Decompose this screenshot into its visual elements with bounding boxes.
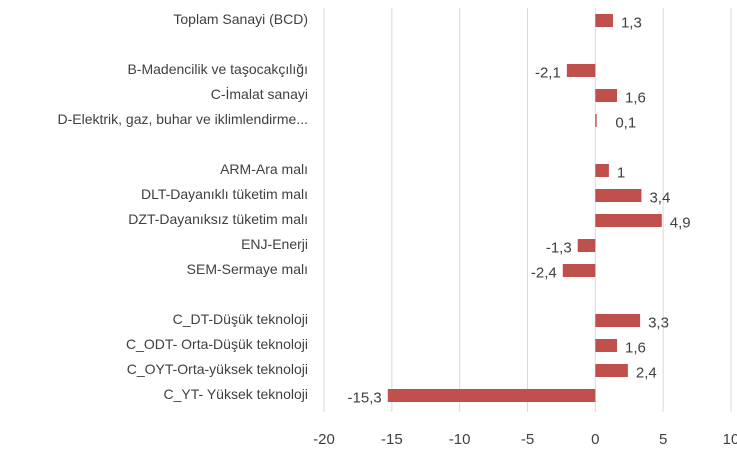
y-tick-label: C_DT-Düşük teknoloji	[173, 311, 308, 327]
x-tick-label: -20	[313, 431, 335, 448]
y-tick-label: ARM-Ara malı	[220, 161, 308, 177]
y-tick-label: C_YT- Yüksek teknoloji	[164, 386, 308, 402]
bar	[595, 214, 662, 227]
bar	[595, 14, 613, 27]
data-label: 1	[617, 164, 625, 181]
data-label: 0,1	[615, 114, 636, 131]
data-label: 4,9	[670, 214, 691, 231]
data-label: -2,1	[535, 64, 561, 81]
bar	[595, 189, 642, 202]
data-label: -2,4	[531, 264, 557, 281]
y-tick-label: Toplam Sanayi (BCD)	[173, 11, 308, 27]
bar	[566, 64, 596, 77]
x-tick-label: -15	[381, 431, 403, 448]
bar	[595, 364, 628, 377]
x-tick-label: 10	[723, 431, 737, 448]
data-label: -1,3	[546, 239, 572, 256]
y-tick-label: DZT-Dayanıksız tüketim malı	[128, 211, 308, 227]
x-tick-label: 5	[659, 431, 667, 448]
data-label: 1,3	[621, 14, 642, 31]
y-tick-label: ENJ-Enerji	[241, 236, 308, 252]
bar	[387, 389, 596, 402]
y-tick-label: B-Madencilik ve taşocakçılığı	[127, 61, 308, 77]
data-label: 1,6	[625, 339, 646, 356]
y-tick-label: C_OYT-Orta-yüksek teknoloji	[127, 361, 308, 377]
data-label: 2,4	[636, 364, 657, 381]
data-label: -15,3	[348, 389, 382, 406]
y-tick-label: C_ODT- Orta-Düşük teknoloji	[126, 336, 308, 352]
x-tick-label: 0	[591, 431, 599, 448]
bar	[577, 239, 596, 252]
data-label: 1,6	[625, 89, 646, 106]
y-tick-label: SEM-Sermaye malı	[187, 261, 308, 277]
x-tick-label: -5	[521, 431, 534, 448]
bar	[595, 164, 609, 177]
y-tick-label: DLT-Dayanıklı tüketim malı	[141, 186, 308, 202]
bar	[595, 314, 641, 327]
x-tick-label: -10	[449, 431, 471, 448]
bar	[562, 264, 596, 277]
y-tick-label: D-Elektrik, gaz, buhar ve iklimlendirme.…	[57, 111, 308, 127]
data-label: 3,4	[649, 189, 670, 206]
y-tick-label: C-İmalat sanayi	[211, 85, 308, 102]
bar	[595, 114, 597, 127]
bar	[595, 339, 618, 352]
data-label: 3,3	[648, 314, 669, 331]
bar	[595, 89, 618, 102]
